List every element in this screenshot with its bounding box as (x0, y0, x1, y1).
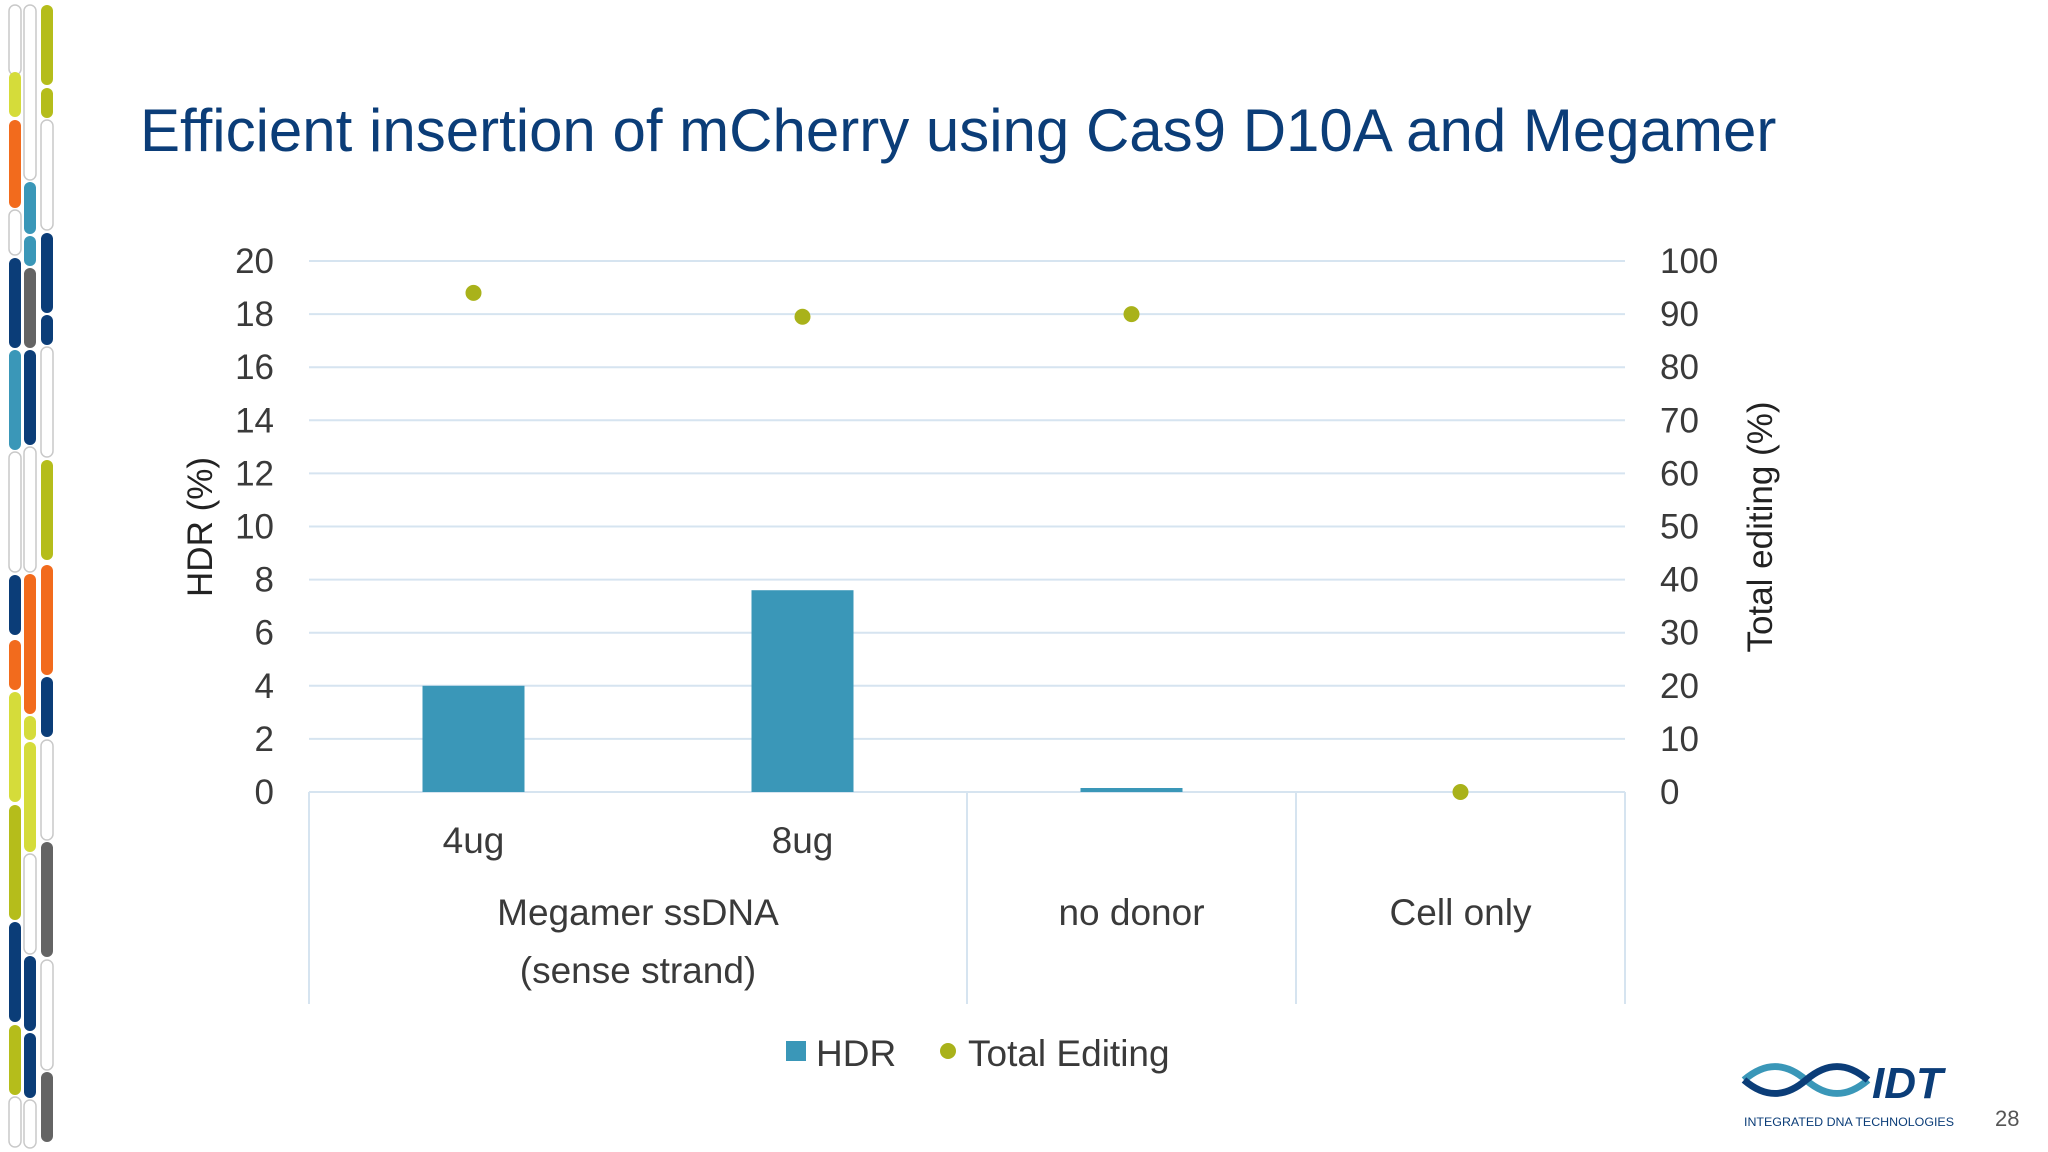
left-tick-label: 2 (255, 720, 274, 759)
decorative-segment (24, 268, 36, 348)
logo-tagline: INTEGRATED DNA TECHNOLOGIES (1744, 1115, 1954, 1129)
left-tick-label: 10 (235, 508, 274, 547)
legend-hdr-swatch (786, 1041, 806, 1061)
decorative-segment (24, 350, 36, 445)
decorative-segment (41, 88, 53, 118)
gridlines (309, 260, 1625, 793)
legend-total-editing-marker (940, 1043, 956, 1059)
decorative-segment (8, 1096, 22, 1148)
logo-wordmark: IDT (1872, 1060, 1946, 1108)
decorative-segment (41, 842, 53, 957)
left-tick-label: 20 (235, 242, 274, 281)
left-tick-label: 0 (255, 773, 274, 812)
decorative-segment (9, 258, 21, 348)
left-tick-label: 6 (255, 614, 274, 653)
decorative-segment (9, 1025, 21, 1095)
right-tick-label: 90 (1660, 295, 1699, 334)
total-editing-point (1123, 306, 1140, 323)
total-editing-point (794, 308, 811, 325)
category-group-label: Megamer ssDNA (497, 892, 779, 933)
decorative-segment (41, 677, 53, 737)
decorative-segment (9, 120, 21, 208)
right-axis-ticks: 0 10 20 30 40 50 60 70 80 90 100 (1660, 242, 1718, 812)
left-tick-label: 14 (235, 401, 274, 440)
decorative-segment (24, 956, 36, 1031)
right-tick-label: 50 (1660, 508, 1699, 547)
decorative-segment (8, 451, 22, 573)
right-tick-label: 10 (1660, 720, 1699, 759)
category-axis: 4ug 8ug Megamer ssDNA (sense strand) no dono… (308, 792, 1626, 1004)
hdr-bar (751, 590, 854, 792)
decorative-segment (41, 565, 53, 675)
decorative-segment (41, 315, 53, 345)
decorative-segment (23, 4, 37, 181)
decorative-segment (41, 460, 53, 560)
category-label: 4ug (443, 820, 505, 861)
left-tick-label: 18 (235, 295, 274, 334)
decorative-segment (24, 182, 36, 234)
decorative-strip (8, 4, 54, 1149)
decorative-segment (24, 716, 36, 740)
hdr-bars (422, 590, 1183, 792)
category-label: 8ug (772, 820, 834, 861)
legend-hdr-label: HDR (816, 1033, 896, 1074)
right-tick-label: 30 (1660, 614, 1699, 653)
decorative-segment (9, 805, 21, 920)
decorative-segment (24, 574, 36, 714)
legend: HDR Total Editing (786, 1033, 1170, 1074)
decorative-segment (23, 1099, 37, 1149)
decorative-segment (24, 742, 36, 852)
total-editing-point (465, 284, 482, 301)
page-number: 28 (1995, 1106, 2020, 1131)
hdr-bar (1080, 788, 1183, 792)
left-tick-label: 8 (255, 561, 274, 600)
total-editing-point (1452, 784, 1469, 800)
decorative-segment (9, 350, 21, 450)
decorative-segment (9, 72, 21, 117)
decorative-segment (9, 640, 21, 690)
right-tick-label: 100 (1660, 242, 1718, 281)
decorative-segment (23, 446, 37, 573)
right-axis-title: Total editing (%) (1741, 402, 1780, 653)
decorative-segment (8, 209, 22, 256)
left-axis-title: HDR (%) (181, 457, 220, 597)
total-editing-points (465, 284, 1469, 800)
decorative-segment (41, 5, 53, 85)
decorative-segment (9, 575, 21, 635)
left-tick-label: 16 (235, 348, 274, 387)
decorative-segment (24, 1033, 36, 1098)
right-tick-label: 60 (1660, 454, 1699, 493)
decorative-segment (41, 233, 53, 313)
slide-title: Efficient insertion of mCherry using Cas… (140, 97, 1777, 164)
hdr-bar (422, 685, 525, 792)
left-axis-ticks: 0 2 4 6 8 10 12 14 16 18 20 (235, 242, 274, 812)
decorative-segment (41, 1072, 53, 1142)
right-tick-label: 70 (1660, 401, 1699, 440)
decorative-segment (40, 346, 54, 458)
left-tick-label: 4 (255, 667, 274, 706)
legend-total-editing-label: Total Editing (968, 1033, 1170, 1074)
left-tick-label: 12 (235, 454, 274, 493)
decorative-segment (9, 922, 21, 1022)
category-group-label: no donor (1058, 892, 1204, 933)
decorative-segment (40, 119, 54, 231)
decorative-segment (40, 739, 54, 841)
right-tick-label: 40 (1660, 561, 1699, 600)
right-tick-label: 20 (1660, 667, 1699, 706)
decorative-segment (24, 236, 36, 266)
category-group-label: (sense strand) (520, 950, 757, 991)
decorative-segment (40, 959, 54, 1071)
decorative-segment (9, 692, 21, 802)
right-tick-label: 0 (1660, 773, 1679, 812)
category-group-label: Cell only (1390, 892, 1532, 933)
idt-logo: IDT INTEGRATED DNA TECHNOLOGIES (1741, 1060, 1954, 1129)
decorative-segment (23, 853, 37, 955)
right-tick-label: 80 (1660, 348, 1699, 387)
